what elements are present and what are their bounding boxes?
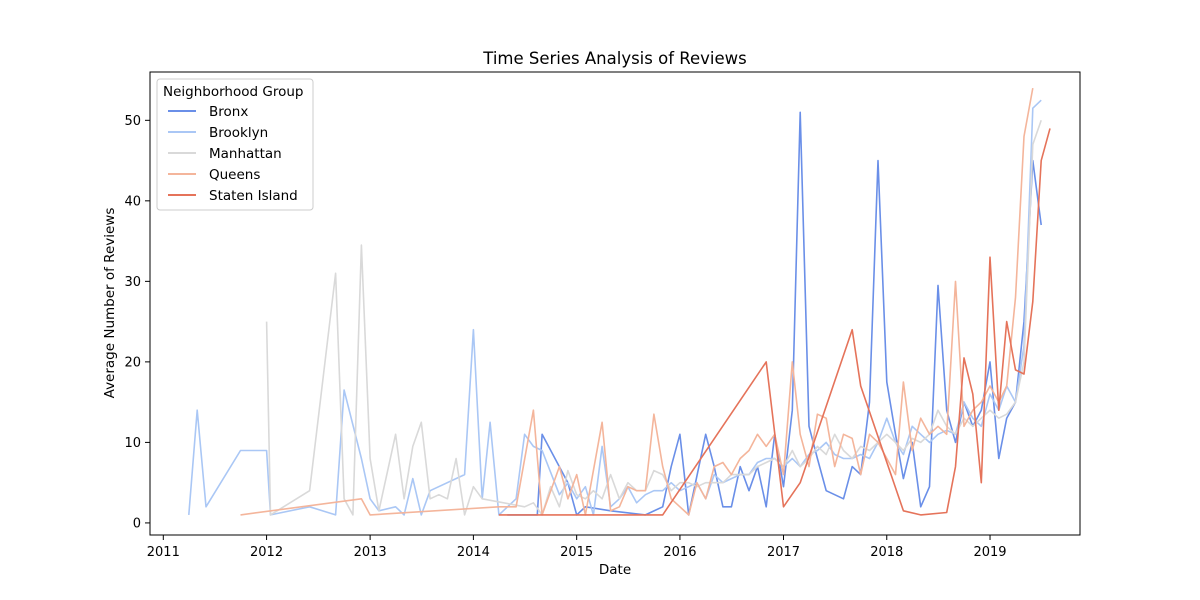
legend-label: Queens: [209, 167, 260, 183]
x-tick-label: 2018: [870, 545, 903, 560]
series-line-manhattan: [265, 120, 1042, 516]
legend-label: Staten Island: [209, 188, 298, 204]
x-tick-label: 2014: [457, 545, 490, 560]
y-axis: 0 10 20 30 40 50: [124, 114, 150, 531]
legend: Neighborhood Group Bronx Brooklyn Manhatta…: [156, 78, 314, 211]
x-tick-label: 2015: [560, 545, 593, 560]
series-line-bronx: [507, 111, 1042, 516]
x-axis-label: Date: [599, 562, 631, 578]
y-tick-label: 0: [133, 516, 141, 531]
x-tick-label: 2017: [767, 545, 800, 560]
series-line-brooklyn: [188, 99, 1042, 516]
legend-title: Neighborhood Group: [163, 84, 303, 100]
series-line-queens: [240, 87, 1034, 516]
y-tick-label: 20: [124, 355, 141, 370]
plot-frame: [149, 71, 1081, 536]
legend-label: Brooklyn: [209, 125, 268, 141]
y-tick-label: 10: [124, 436, 141, 451]
legend-label: Bronx: [209, 104, 248, 120]
x-tick-label: 2012: [250, 545, 283, 560]
y-tick-label: 30: [124, 275, 141, 290]
series-line-staten-island: [498, 128, 1051, 516]
y-tick-label: 50: [124, 114, 141, 129]
x-tick-label: 2011: [147, 545, 180, 560]
chart-title: Time Series Analysis of Reviews: [482, 49, 746, 68]
y-axis-label: Average Number of Reviews: [102, 208, 118, 399]
x-tick-label: 2016: [663, 545, 696, 560]
y-tick-label: 40: [124, 194, 141, 209]
x-axis: 2011 2012 2013 2014 2015 2016 2017 2018 2019: [147, 535, 1007, 560]
legend-label: Manhattan: [209, 146, 282, 162]
x-tick-label: 2019: [973, 545, 1006, 560]
x-tick-label: 2013: [354, 545, 387, 560]
